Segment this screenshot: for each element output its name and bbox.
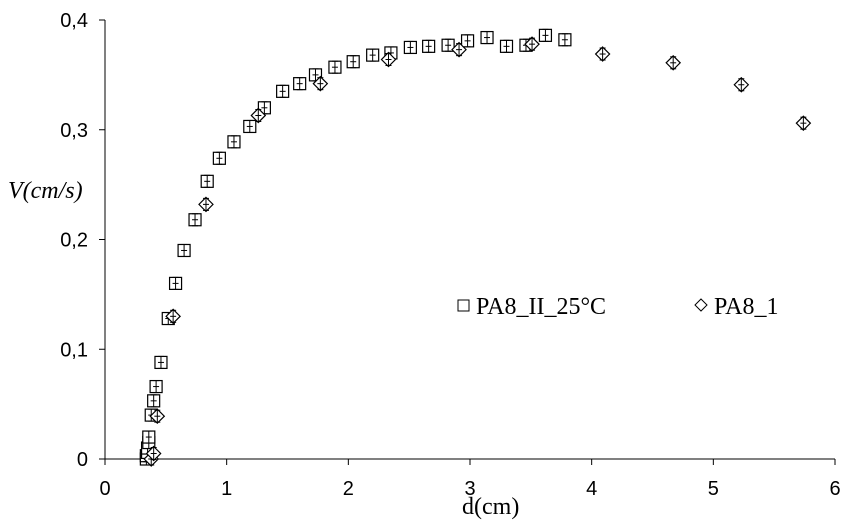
legend-label-series-2: PA8_1: [714, 294, 778, 320]
data-point-pa8-ii-25c: [227, 135, 241, 149]
x-tick-label: 4: [586, 478, 597, 500]
data-point-pa8-1: [165, 308, 181, 325]
y-tick-label: 0: [77, 449, 88, 471]
data-point-pa8-1: [594, 46, 611, 62]
data-point-pa8-ii-25c: [147, 394, 161, 408]
data-point-pa8-ii-25c: [276, 84, 290, 98]
legend: PA8_II_25°C PA8_1: [457, 294, 778, 320]
data-point-pa8-ii-25c: [200, 174, 214, 188]
data-point-pa8-ii-25c: [188, 213, 202, 227]
legend-label-series-1: PA8_II_25°C: [476, 294, 606, 320]
x-axis-title: d(cm): [462, 494, 519, 520]
data-point-pa8-1: [524, 36, 540, 52]
x-tick-label: 5: [708, 478, 719, 500]
x-tick-label: 0: [99, 478, 110, 500]
y-axis-title: V(cm/s): [8, 178, 83, 204]
data-point-pa8-ii-25c: [366, 48, 380, 62]
data-point-pa8-ii-25c: [422, 39, 436, 53]
data-point-pa8-1: [149, 408, 166, 425]
data-point-pa8-1: [312, 75, 329, 92]
data-point-pa8-ii-25c: [460, 34, 475, 48]
legend-marker-diamond: [694, 298, 708, 312]
data-point-pa8-ii-25c: [154, 355, 168, 370]
data-point-pa8-1: [733, 76, 750, 93]
data-point-pa8-1: [451, 41, 467, 58]
y-tick-label: 0,1: [60, 339, 88, 361]
x-tick-label: 6: [829, 478, 840, 500]
x-tick-label: 2: [343, 478, 354, 500]
data-point-pa8-ii-25c: [538, 28, 553, 42]
data-point-pa8-ii-25c: [499, 39, 514, 53]
data-point-pa8-ii-25c: [212, 151, 226, 165]
data-point-pa8-ii-25c: [142, 430, 156, 444]
data-point-pa8-ii-25c: [346, 55, 360, 69]
data-point-pa8-1: [665, 54, 682, 71]
x-tick-label: 3: [464, 478, 475, 500]
legend-marker-square: [457, 299, 470, 312]
data-point-pa8-ii-25c: [558, 33, 572, 47]
data-point-pa8-ii-25c: [403, 40, 417, 55]
y-tick-label: 0,3: [60, 120, 88, 142]
data-point-pa8-ii-25c: [168, 276, 183, 290]
data-point-pa8-ii-25c: [441, 38, 455, 52]
data-point-pa8-1: [198, 196, 214, 213]
data-point-pa8-ii-25c: [328, 60, 342, 74]
data-point-pa8-ii-25c: [177, 243, 191, 258]
data-point-pa8-ii-25c: [293, 77, 307, 91]
data-point-pa8-ii-25c: [480, 30, 494, 45]
ticks: 0 1 2 3 4 5 6 0 0,1 0,2 0,3 0,4: [60, 10, 840, 500]
data-point-pa8-1: [145, 445, 162, 462]
y-tick-label: 0,2: [60, 230, 88, 252]
data-point-pa8-1: [250, 107, 267, 124]
marks: [139, 28, 812, 467]
y-tick-label: 0,4: [60, 10, 88, 32]
data-point-pa8-ii-25c: [149, 379, 163, 394]
data-point-pa8-1: [380, 51, 397, 68]
data-point-pa8-ii-25c: [243, 119, 257, 134]
axes: [104, 20, 835, 460]
data-point-pa8-1: [795, 115, 812, 132]
x-tick-label: 1: [221, 478, 232, 500]
